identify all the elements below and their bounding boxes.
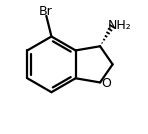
Text: O: O <box>101 77 111 90</box>
Text: NH₂: NH₂ <box>108 19 132 32</box>
Text: Br: Br <box>39 5 53 18</box>
